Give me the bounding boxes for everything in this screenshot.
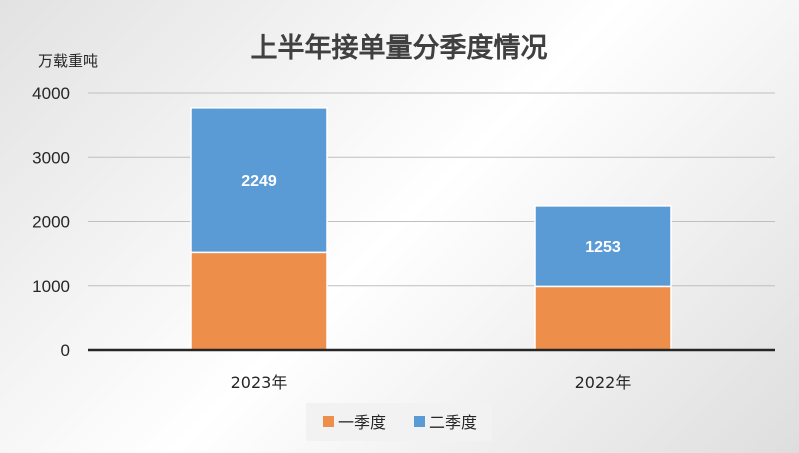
bar-q1 (190, 251, 328, 351)
legend: 一季度 二季度 (306, 403, 492, 441)
legend-box (306, 403, 492, 441)
data-label: 1253 (585, 239, 621, 256)
bar-q1 (534, 285, 672, 351)
legend-swatch (414, 416, 425, 427)
x-tick-label: 2023年 (231, 373, 288, 392)
axes: 0 1000 2000 3000 4000 2023年 2022年 (32, 84, 775, 392)
y-axis-unit-label: 万载重吨 (38, 52, 98, 70)
legend-swatch (323, 416, 334, 427)
data-labels: 2249 1253 (241, 173, 621, 256)
data-label: 2249 (241, 173, 277, 190)
chart-title: 上半年接单量分季度情况 (251, 32, 548, 64)
bar-q2 (190, 107, 328, 254)
y-tick-label: 3000 (32, 148, 70, 167)
legend-label: 二季度 (429, 413, 477, 432)
bar-q2 (534, 205, 672, 288)
y-tick-label: 0 (61, 341, 70, 360)
bars (190, 107, 672, 351)
legend-label: 一季度 (338, 413, 386, 432)
y-tick-label: 4000 (32, 84, 70, 103)
y-tick-label: 2000 (32, 213, 70, 232)
y-tick-label: 1000 (32, 277, 70, 296)
x-tick-label: 2022年 (575, 373, 632, 392)
